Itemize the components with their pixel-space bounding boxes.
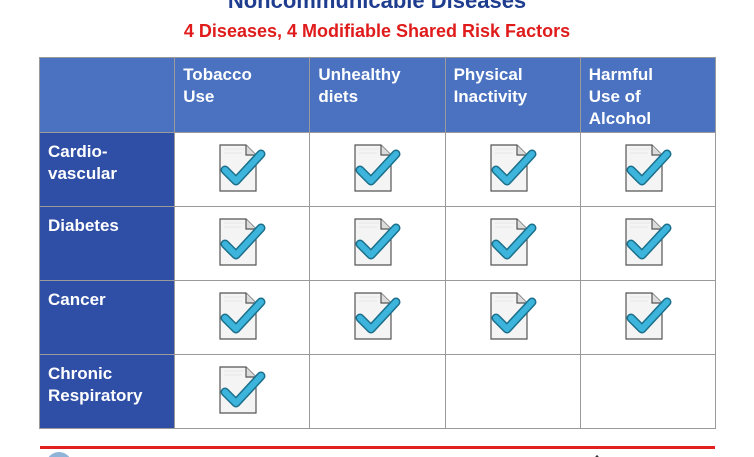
document-checkmark-icon bbox=[216, 287, 268, 343]
table-cell bbox=[309, 354, 446, 429]
row-header-line: Cardio- bbox=[48, 142, 108, 161]
column-header-line: diets bbox=[318, 87, 359, 106]
document-checkmark-icon bbox=[351, 213, 403, 269]
row-header-cancer: Cancer bbox=[38, 280, 176, 355]
column-header-physical-inactivity: Physical Inactivity bbox=[444, 57, 581, 133]
column-header-line: Unhealthy bbox=[318, 65, 401, 84]
table-header-row: Tobacco Use Unhealthy diets Physical Ina… bbox=[38, 57, 717, 133]
slide-title: Noncommunicable Diseases bbox=[227, 0, 527, 13]
table-corner-cell bbox=[38, 57, 176, 133]
organization-logo-icon bbox=[46, 452, 72, 457]
table-cell bbox=[444, 280, 581, 355]
table-cell bbox=[579, 280, 717, 355]
table-row-diabetes: Diabetes bbox=[38, 206, 717, 281]
table-cell bbox=[444, 354, 581, 429]
risk-factor-table: Tobacco Use Unhealthy diets Physical Ina… bbox=[38, 57, 717, 429]
table-cell bbox=[579, 206, 717, 281]
slide-subtitle: 4 Diseases, 4 Modifiable Shared Risk Fac… bbox=[183, 21, 571, 41]
document-checkmark-icon bbox=[351, 287, 403, 343]
column-header-line: Tobacco bbox=[183, 65, 252, 84]
row-header-diabetes: Diabetes bbox=[38, 206, 176, 281]
table-cell bbox=[174, 280, 311, 355]
document-checkmark-icon bbox=[216, 361, 268, 417]
document-checkmark-icon bbox=[487, 287, 539, 343]
row-header-cardiovascular: Cardio- vascular bbox=[38, 132, 176, 207]
column-header-harmful-use-of-alcohol: Harmful Use of Alcohol bbox=[579, 57, 717, 133]
document-checkmark-icon bbox=[622, 213, 674, 269]
document-checkmark-icon bbox=[622, 287, 674, 343]
table-cell bbox=[174, 354, 311, 429]
table-cell bbox=[309, 280, 446, 355]
table-cell bbox=[444, 132, 581, 207]
row-header-line: Chronic bbox=[48, 364, 113, 383]
document-checkmark-icon bbox=[216, 139, 268, 195]
table-row-cancer: Cancer bbox=[38, 280, 717, 355]
document-checkmark-icon bbox=[351, 139, 403, 195]
document-checkmark-icon bbox=[487, 139, 539, 195]
table-cell bbox=[174, 132, 311, 207]
row-header-line: Diabetes bbox=[48, 216, 119, 235]
table-cell bbox=[309, 132, 446, 207]
column-header-line: Inactivity bbox=[453, 87, 528, 106]
column-header-line: Harmful bbox=[588, 65, 653, 84]
table-cell bbox=[309, 206, 446, 281]
column-header-line: Use of bbox=[588, 87, 641, 106]
column-header-tobacco-use: Tobacco Use bbox=[174, 57, 311, 133]
partner-logo-icon bbox=[588, 451, 606, 457]
document-checkmark-icon bbox=[622, 139, 674, 195]
table-row-chronic-respiratory: Chronic Respiratory bbox=[38, 354, 717, 429]
column-header-unhealthy-diets: Unhealthy diets bbox=[309, 57, 446, 133]
table-row-cardiovascular: Cardio- vascular bbox=[38, 132, 717, 207]
table-cell bbox=[579, 132, 717, 207]
table-cell bbox=[174, 206, 311, 281]
table-cell bbox=[579, 354, 717, 429]
column-header-line: Use bbox=[183, 87, 215, 106]
row-header-line: Cancer bbox=[48, 290, 106, 309]
column-header-line: Physical bbox=[453, 65, 523, 84]
document-checkmark-icon bbox=[216, 213, 268, 269]
row-header-chronic-respiratory: Chronic Respiratory bbox=[38, 354, 176, 429]
row-header-line: Respiratory bbox=[48, 386, 143, 405]
footer-rule bbox=[40, 446, 715, 449]
column-header-line: Alcohol bbox=[588, 109, 652, 128]
row-header-line: vascular bbox=[48, 164, 117, 183]
table-cell bbox=[444, 206, 581, 281]
document-checkmark-icon bbox=[487, 213, 539, 269]
